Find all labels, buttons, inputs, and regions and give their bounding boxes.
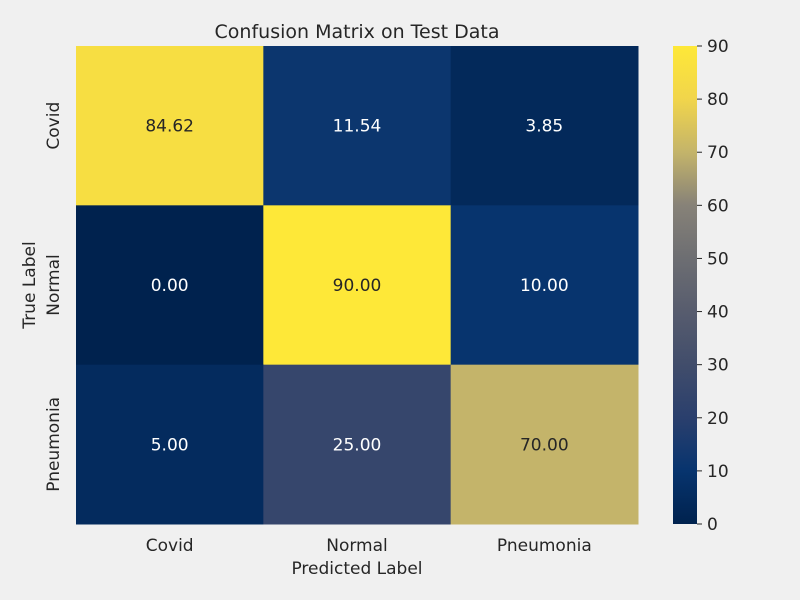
- chart-title: Confusion Matrix on Test Data: [215, 21, 500, 43]
- x-tick-label: Pneumonia: [497, 536, 592, 556]
- heatmap-cell-r1-c1: [263, 205, 452, 366]
- y-tick-label: Normal: [44, 254, 64, 316]
- heatmap-cell-r0-c0: [76, 46, 264, 206]
- colorbar-tick-label: 90: [707, 37, 729, 57]
- heatmap-cell-r1-c0: [76, 205, 264, 366]
- heatmap-cell-r2-c2: [450, 364, 639, 525]
- cell-value-label: 11.54: [333, 117, 382, 137]
- y-axis-label: True Label: [20, 241, 40, 329]
- heatmap-cell-r2-c0: [76, 364, 264, 525]
- heatmap-cell-r2-c1: [263, 364, 452, 525]
- cell-value-label: 0.00: [151, 276, 189, 296]
- heatmap-cell-r0-c1: [263, 46, 452, 206]
- heatmap-cell-labels: 84.62 11.54 3.85 0.00 90.00 10.00 5.00 25.00 70.…: [145, 117, 568, 456]
- colorbar-tick-label: 50: [707, 249, 729, 269]
- colorbar-tick-label: 20: [707, 409, 729, 429]
- x-tick-label: Covid: [146, 536, 194, 556]
- colorbar-ticks: 0 10 20 30 40 50 60 70 80 90: [697, 37, 729, 535]
- heatmap-cell-r1-c2: [450, 205, 639, 366]
- y-tick-label: Covid: [44, 102, 64, 150]
- cell-value-label: 5.00: [151, 435, 189, 455]
- heatmap-cell-r0-c2: [450, 46, 639, 206]
- cell-value-label: 84.62: [145, 117, 194, 137]
- colorbar-tick-label: 40: [707, 303, 729, 323]
- colorbar-tick-label: 80: [707, 90, 729, 110]
- colorbar-tick-label: 0: [707, 515, 718, 535]
- colorbar-tick-label: 70: [707, 143, 729, 163]
- colorbar-tick-label: 60: [707, 196, 729, 216]
- colorbar: [673, 46, 697, 524]
- cell-value-label: 90.00: [333, 276, 382, 296]
- x-axis-label: Predicted Label: [291, 559, 422, 579]
- cell-value-label: 70.00: [520, 435, 569, 455]
- colorbar-tick-label: 30: [707, 356, 729, 376]
- y-tick-label: Pneumonia: [44, 397, 64, 492]
- y-tick-labels: Covid Normal Pneumonia: [44, 102, 64, 492]
- cell-value-label: 3.85: [525, 117, 563, 137]
- x-tick-labels: Covid Normal Pneumonia: [146, 536, 592, 556]
- colorbar-tick-label: 10: [707, 462, 729, 482]
- x-tick-label: Normal: [326, 536, 388, 556]
- cell-value-label: 10.00: [520, 276, 569, 296]
- heatmap-cells: [76, 46, 639, 525]
- cell-value-label: 25.00: [333, 435, 382, 455]
